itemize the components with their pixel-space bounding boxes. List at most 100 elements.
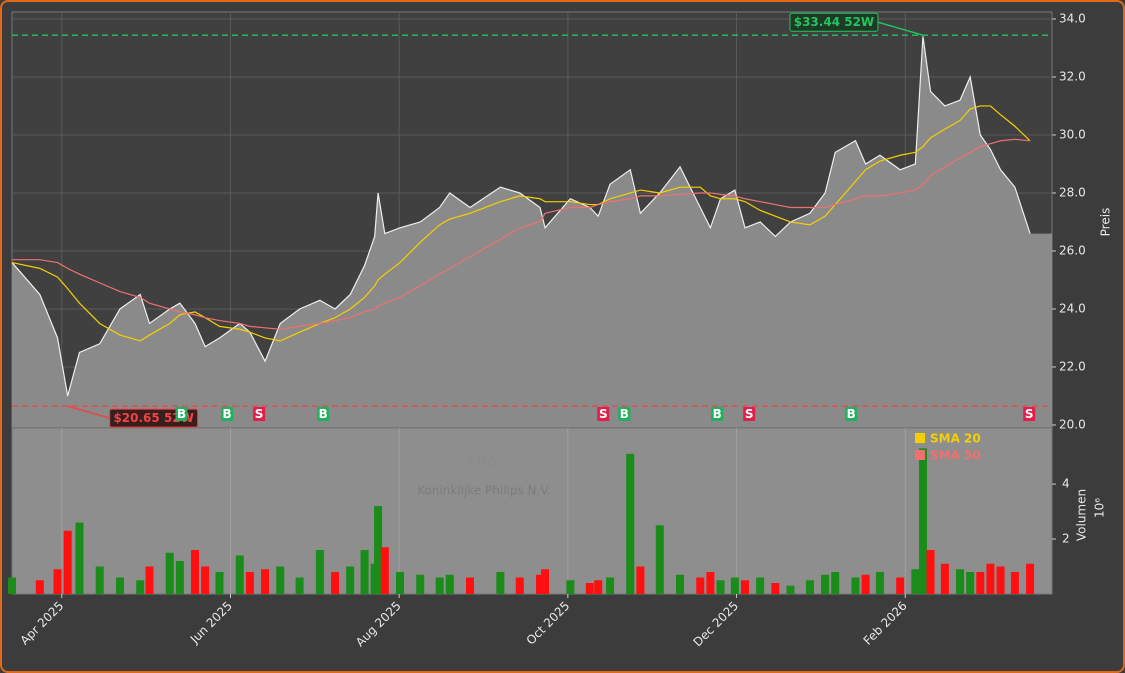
volume-bar (821, 574, 830, 594)
volume-bar (716, 580, 725, 594)
signal-marker (845, 407, 858, 421)
x-tick-label: Feb 2026 (861, 599, 910, 648)
y2-tick-label: 2 (1062, 532, 1070, 546)
annotation-label: $20.65 52W (113, 411, 193, 425)
sma-line (12, 138, 1031, 330)
sma-line (11, 105, 1031, 342)
volume-bar (911, 569, 920, 594)
watermark-ticker: PHG (468, 455, 497, 469)
volume-bar (626, 453, 635, 594)
volume-bar (115, 577, 124, 594)
signal-label: S (599, 407, 608, 421)
watermark-company: Koninklijke Philips N.V. (417, 484, 551, 498)
y-tick-label: 22.0 (1059, 359, 1086, 373)
y2-axis-label: Volumen (1075, 489, 1089, 541)
volume-bar (295, 577, 304, 594)
volume-bar (380, 547, 389, 594)
volume-bar (1010, 572, 1019, 594)
x-tick-label: Dec 2025 (691, 599, 742, 650)
volume-bar (594, 580, 603, 594)
volume-bar (215, 572, 224, 594)
price-line (11, 36, 1031, 397)
volume-bar (235, 555, 244, 594)
volume-panel (11, 427, 1053, 595)
signal-label: S (745, 407, 754, 421)
volume-bar (831, 572, 840, 594)
legend-swatch (915, 433, 925, 443)
volume-bar (1026, 563, 1035, 594)
volume-bar (696, 577, 705, 594)
signal-label: B (177, 407, 186, 421)
y2-axis-unit: 10⁶ (1093, 498, 1107, 518)
volume-bar (976, 572, 985, 594)
legend-label: SMA 20 (930, 432, 981, 446)
signal-marker (597, 407, 610, 421)
volume-bar (95, 566, 104, 594)
y-tick-label: 26.0 (1059, 243, 1086, 257)
signal-label: B (223, 407, 232, 421)
volume-bar (374, 506, 383, 594)
annotation-box (789, 12, 879, 32)
volume-bar (191, 550, 200, 594)
volume-bar (276, 566, 285, 594)
volume-bar (515, 577, 524, 594)
volume-bar (331, 572, 340, 594)
volume-bar (466, 577, 475, 594)
volume-bar (918, 448, 927, 594)
volume-bar (730, 577, 739, 594)
annotation-arrow (877, 21, 924, 36)
signal-marker (253, 407, 266, 421)
price-area (12, 36, 1052, 427)
volume-bar (145, 566, 154, 594)
signal-label: B (847, 407, 856, 421)
y-axis-label: Preis (1099, 208, 1113, 237)
volume-bar (756, 577, 765, 594)
y-tick-label: 30.0 (1059, 127, 1086, 141)
volume-bar (786, 585, 795, 594)
y-tick-label: 28.0 (1059, 185, 1086, 199)
signal-label: B (319, 407, 328, 421)
volume-bar (136, 580, 145, 594)
volume-bar (416, 574, 425, 594)
volume-bar (740, 580, 749, 594)
volume-bar (655, 525, 664, 594)
volume-bar (201, 566, 210, 594)
volume-bar (926, 550, 935, 594)
signal-marker (221, 407, 234, 421)
y-tick-label: 32.0 (1059, 69, 1086, 83)
volume-bar (771, 583, 780, 594)
x-tick-label: Aug 2025 (353, 599, 404, 650)
y-tick-label: 24.0 (1059, 301, 1086, 315)
volume-bar (346, 566, 355, 594)
volume-bar (956, 569, 965, 594)
signal-marker (711, 407, 724, 421)
volume-bar (966, 572, 975, 594)
volume-bar (996, 566, 1005, 594)
signal-marker (175, 407, 188, 421)
volume-bar (875, 572, 884, 594)
volume-bar (861, 574, 870, 594)
y-tick-label: 20.0 (1059, 417, 1086, 431)
signal-label: B (713, 407, 722, 421)
volume-bar (435, 577, 444, 594)
volume-bar (445, 574, 454, 594)
volume-bar (63, 530, 72, 594)
volume-bar (165, 552, 174, 594)
signal-label: S (255, 407, 264, 421)
signal-label: B (620, 407, 629, 421)
volume-bar (566, 580, 575, 594)
x-tick-label: Apr 2025 (17, 599, 66, 648)
legend-swatch (915, 450, 925, 460)
volume-bar (805, 580, 814, 594)
volume-bar (261, 569, 270, 594)
volume-bar (175, 561, 184, 594)
volume-bar (851, 577, 860, 594)
volume-bar (536, 574, 545, 594)
signal-label: S (1025, 407, 1034, 421)
volume-bar (35, 580, 44, 594)
volume-bar (676, 574, 685, 594)
signal-marker (743, 407, 756, 421)
signal-marker (618, 407, 631, 421)
x-tick-label: Jun 2025 (187, 599, 235, 647)
